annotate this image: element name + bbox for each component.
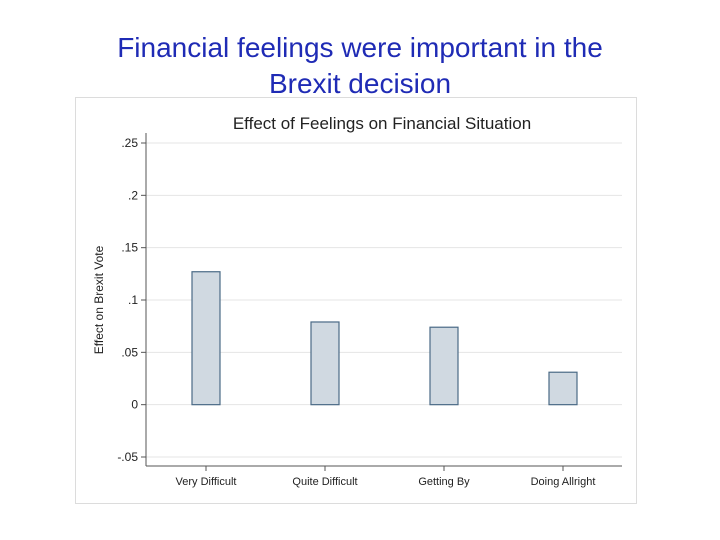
- bar: [310, 321, 340, 406]
- bar: [429, 326, 459, 406]
- y-tick-label: .15: [121, 241, 138, 255]
- x-tick-label: Getting By: [418, 476, 470, 488]
- slide-title-line-1: Financial feelings were important in the: [117, 32, 603, 63]
- y-axis-label: Effect on Brexit Vote: [92, 245, 106, 354]
- bar: [548, 371, 578, 406]
- x-tick-label: Doing Allright: [531, 476, 596, 488]
- bar: [191, 271, 221, 406]
- axes: [141, 133, 622, 471]
- tick-labels: -.05 0 .05 .1 .15 .2 .25 Very Difficult Quite Di…: [117, 136, 595, 488]
- gridlines: [146, 142, 622, 458]
- x-tick-label: Very Difficult: [176, 476, 237, 488]
- bars: [191, 271, 578, 406]
- x-tick-label: Quite Difficult: [292, 476, 357, 488]
- y-tick-label: 0: [131, 398, 138, 412]
- y-tick-label: .2: [128, 188, 138, 202]
- y-tick-label: -.05: [117, 450, 138, 464]
- slide-title: Financial feelings were important in the…: [0, 30, 720, 102]
- y-tick-label: .05: [121, 345, 138, 359]
- y-tick-label: .25: [121, 136, 138, 150]
- y-tick-label: .1: [128, 293, 138, 307]
- slide-title-line-2: Brexit decision: [268, 68, 452, 99]
- chart-title: Effect of Feelings on Financial Situatio…: [233, 114, 531, 133]
